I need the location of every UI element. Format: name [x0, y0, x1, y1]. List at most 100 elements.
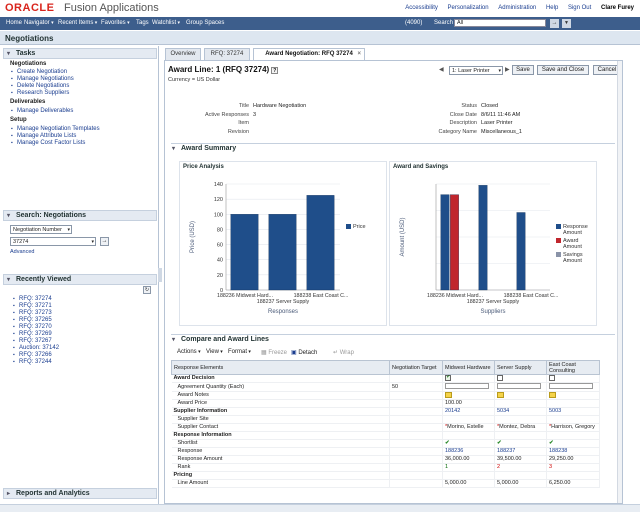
recently-viewed-header[interactable]: Recently Viewed: [3, 274, 157, 285]
reports-analytics-header[interactable]: Reports and Analytics: [3, 488, 157, 499]
sign-out-link[interactable]: Sign Out: [567, 5, 592, 11]
task-manage-deliverables[interactable]: Manage Deliverables: [11, 108, 73, 114]
award-checkbox[interactable]: [549, 375, 555, 381]
table-row[interactable]: Supplier Information 20142 5034 5003: [171, 407, 600, 417]
pane-splitter-handle[interactable]: [158, 268, 162, 282]
search-value-input[interactable]: 37274: [10, 237, 96, 246]
task-research-suppliers[interactable]: Research Suppliers: [11, 90, 69, 96]
recent-item[interactable]: RFQ: 37273: [13, 310, 52, 316]
supplier-cell: [494, 471, 547, 481]
task-manage-negotiations[interactable]: Manage Negotiations: [11, 76, 74, 82]
tab-rfq[interactable]: RFQ: 37274: [204, 48, 250, 60]
search-icon[interactable]: →: [550, 19, 559, 28]
task-create-negotiation[interactable]: Create Negotiation: [11, 69, 67, 75]
tags-link[interactable]: Tags: [136, 20, 149, 26]
quantity-input[interactable]: [549, 383, 593, 390]
note-icon[interactable]: [497, 391, 504, 398]
watchlist-menu[interactable]: Watchlist: [152, 20, 180, 26]
table-header-row: Response Elements Negotiation Target Mid…: [171, 360, 600, 375]
printer-select[interactable]: 1: Laser Printer: [449, 66, 503, 75]
award-summary-header[interactable]: Award Summary: [171, 143, 615, 154]
personalization-menu[interactable]: Personalization: [447, 5, 489, 11]
navigator-menu[interactable]: Navigator: [24, 20, 54, 26]
recent-item[interactable]: Auction: 37142: [13, 345, 59, 351]
task-manage-attribute-lists[interactable]: Manage Attribute Lists: [11, 133, 76, 139]
next-icon[interactable]: ▶: [505, 67, 510, 73]
recent-item[interactable]: RFQ: 37269: [13, 331, 52, 337]
table-row[interactable]: Response 188236 188237 188238: [171, 447, 600, 457]
col-server-supply[interactable]: Server Supply: [494, 360, 547, 375]
row-label: Award Decision: [171, 374, 390, 384]
previous-icon[interactable]: ◀: [439, 67, 444, 73]
save-and-close-button[interactable]: Save and Close: [537, 65, 589, 75]
col-east-coast-consulting[interactable]: East Coast Consulting: [546, 360, 600, 375]
table-row[interactable]: Supplier Contact *Morino, Estelle *Montez,…: [171, 423, 600, 433]
recent-item[interactable]: RFQ: 37270: [13, 324, 52, 330]
note-icon[interactable]: [445, 391, 452, 398]
advanced-search-link[interactable]: Advanced: [10, 249, 35, 255]
x-tick-label: 188237 Server Supply: [257, 299, 310, 305]
task-manage-templates[interactable]: Manage Negotiation Templates: [11, 126, 100, 132]
tasks-header[interactable]: Tasks: [3, 48, 157, 59]
recent-item[interactable]: RFQ: 37244: [13, 359, 52, 365]
legend-swatch: [556, 238, 561, 243]
table-row[interactable]: Rank 1 2 3: [171, 463, 600, 473]
col-midwest-hardware[interactable]: Midwest Hardware: [442, 360, 495, 375]
task-manage-cost-factor-lists[interactable]: Manage Cost Factor Lists: [11, 140, 85, 146]
recent-item[interactable]: RFQ: 37265: [13, 317, 52, 323]
page-title: Negotiations: [5, 34, 54, 43]
wrap-button[interactable]: ↵ Wrap: [333, 349, 354, 356]
table-row[interactable]: Response Information: [171, 431, 600, 441]
quantity-input[interactable]: [497, 383, 541, 390]
col-response-elements[interactable]: Response Elements: [171, 360, 390, 375]
table-row[interactable]: Agreement Quantity (Each) 50: [171, 382, 600, 392]
award-checkbox[interactable]: [497, 375, 503, 381]
advanced-search-icon[interactable]: ▼: [562, 19, 571, 28]
table-row[interactable]: Award Notes: [171, 391, 600, 401]
notification-count[interactable]: (4090): [405, 20, 423, 26]
compare-award-lines-header[interactable]: Compare and Award Lines: [171, 334, 615, 345]
note-icon[interactable]: [549, 391, 556, 398]
table-row[interactable]: Award Price 100.00: [171, 399, 600, 409]
search-negotiations-header[interactable]: Search: Negotiations: [3, 210, 157, 221]
recent-item[interactable]: RFQ: 37267: [13, 338, 52, 344]
table-row[interactable]: Line Amount 5,000.00 5,000.00 6,250.00: [171, 479, 600, 489]
table-row[interactable]: Response Amount 36,000.00 39,500.00 29,250.…: [171, 455, 600, 465]
table-row[interactable]: Shortlist ✔ ✔ ✔: [171, 439, 600, 449]
administration-menu[interactable]: Administration: [498, 5, 537, 11]
table-row[interactable]: Award Decision: [171, 374, 600, 384]
recent-item[interactable]: RFQ: 37271: [13, 303, 52, 309]
table-row[interactable]: Pricing: [171, 471, 600, 481]
table-row[interactable]: Supplier Site: [171, 415, 600, 425]
close-tab-icon[interactable]: ×: [357, 51, 361, 57]
tab-overview[interactable]: Overview: [165, 48, 201, 60]
global-search-input[interactable]: All: [454, 19, 546, 27]
actions-menu[interactable]: Actions: [177, 349, 201, 355]
view-menu[interactable]: View: [206, 349, 223, 355]
group-spaces-link[interactable]: Group Spaces: [186, 20, 225, 26]
help-menu[interactable]: Help: [545, 5, 559, 11]
award-checkbox[interactable]: [445, 375, 451, 381]
content-scrollbar[interactable]: [617, 61, 622, 503]
favorites-menu[interactable]: Favorites: [101, 20, 130, 26]
search-go-icon[interactable]: →: [100, 237, 109, 246]
status-label: Status: [461, 103, 477, 109]
save-button[interactable]: Save: [512, 65, 534, 75]
refresh-icon[interactable]: ↻: [143, 286, 151, 294]
accessibility-link[interactable]: Accessibility: [405, 5, 438, 11]
recent-item[interactable]: RFQ: 37266: [13, 352, 52, 358]
home-link[interactable]: Home: [6, 20, 23, 26]
tab-award-negotiation[interactable]: Award Negotiation: RFQ 37274 ×: [253, 48, 365, 61]
format-menu[interactable]: Format: [228, 349, 251, 355]
search-field-select[interactable]: Negotiation Number: [10, 225, 72, 234]
quantity-input[interactable]: [445, 383, 489, 390]
contact-name: Morino, Estelle: [447, 424, 484, 431]
help-icon[interactable]: ?: [271, 67, 279, 74]
detach-button[interactable]: ▣ Detach: [291, 349, 317, 356]
freeze-button[interactable]: ▦ Freeze: [261, 349, 287, 356]
col-negotiation-target[interactable]: Negotiation Target: [389, 360, 443, 375]
task-delete-negotiations[interactable]: Delete Negotiations: [11, 83, 69, 89]
recent-item[interactable]: RFQ: 37274: [13, 296, 52, 302]
recent-items-menu[interactable]: Recent Items: [58, 20, 97, 26]
y-tick-label: 80: [217, 227, 223, 233]
